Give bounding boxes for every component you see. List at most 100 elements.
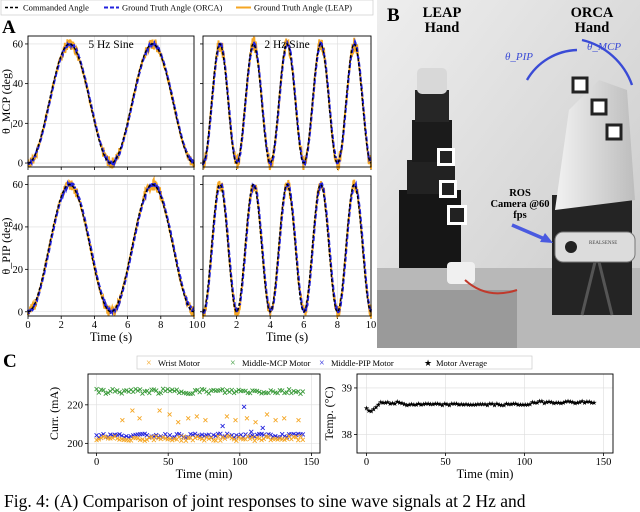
temperature-point: ★ [418, 401, 424, 409]
scatter-point [185, 415, 191, 421]
scatter-point [176, 434, 182, 440]
temperature-point: ★ [506, 401, 512, 409]
temperature-point: ★ [477, 400, 483, 408]
scatter-point [256, 389, 262, 395]
legend-mcp-motor: Middle-MCP Motor [242, 358, 311, 368]
temperature-point: ★ [496, 401, 502, 409]
scatter-point [247, 436, 253, 442]
scatter-point [181, 434, 186, 439]
scatter-point [244, 415, 250, 421]
scatter-point [248, 429, 254, 435]
y-tick-label: 60 [13, 39, 24, 50]
y-axis-label: θ_MCP (deg) [0, 69, 13, 134]
temperature-point: ★ [560, 399, 566, 407]
y-axis-label: θ_PIP (deg) [0, 218, 13, 275]
temperature-point: ★ [408, 401, 414, 409]
temperature-point: ★ [472, 401, 478, 409]
scatter-point [224, 387, 230, 393]
temperature-point: ★ [487, 400, 493, 408]
scatter-point [284, 390, 290, 395]
scatter-point [103, 434, 109, 440]
scatter-point [260, 425, 266, 431]
temperature-point: ★ [543, 398, 549, 406]
legend-mcp-marker: × [230, 358, 236, 369]
y-tick-label: 220 [67, 400, 83, 411]
scatter-point [153, 388, 159, 393]
scatter-point [234, 389, 239, 394]
y-tick-label: 20 [13, 119, 24, 130]
temperature-point: ★ [574, 399, 580, 407]
scatter-point [203, 417, 208, 423]
chart-mcp-5hz: 0 20 40 60 5 Hz Sine θ_MCP (deg) [0, 35, 195, 170]
scatter-point [259, 437, 264, 443]
scatter-point [286, 387, 292, 392]
temperature-point: ★ [380, 399, 386, 407]
chart-title: 2 Hz Sine [264, 39, 309, 51]
scatter-point [199, 436, 205, 442]
temperature-point: ★ [525, 401, 531, 409]
temperature-point: ★ [572, 399, 578, 407]
temperature-point: ★ [434, 400, 440, 408]
temperature-point: ★ [494, 400, 500, 408]
theta-pip-label: θ_PIP [505, 51, 534, 63]
temperature-point: ★ [579, 398, 585, 406]
scatter-point [142, 431, 148, 437]
scatter-point [281, 415, 287, 421]
scatter-point [199, 432, 205, 438]
scatter-point [157, 408, 162, 413]
x-tick-label: 0 [200, 320, 205, 331]
temperature-point: ★ [411, 401, 417, 409]
scatter-point [270, 389, 276, 394]
y-tick-label: 39 [342, 383, 353, 394]
temperature-point: ★ [510, 400, 516, 408]
temperature-point: ★ [529, 399, 535, 407]
temperature-point: ★ [539, 398, 545, 406]
scatter-point [174, 387, 180, 392]
legend-pip-marker: × [319, 358, 325, 369]
series-line-0 [202, 43, 372, 164]
scatter-point [229, 387, 235, 393]
series-line-1 [27, 179, 195, 316]
scatter-point [201, 438, 207, 443]
temperature-point: ★ [581, 399, 587, 407]
x-tick-label: 150 [304, 457, 320, 468]
scatter-point [124, 433, 129, 439]
scatter-point [220, 423, 225, 429]
scatter-point [140, 437, 145, 442]
temperature-point: ★ [413, 401, 419, 409]
temperature-point: ★ [423, 400, 429, 408]
temperature-point: ★ [591, 399, 597, 407]
legend-wrist-motor: Wrist Motor [158, 358, 200, 368]
legend-commanded-angle: Commanded Angle [23, 3, 89, 13]
y-tick-label: 40 [13, 79, 24, 90]
scatter-point [213, 438, 219, 443]
scatter-point [167, 436, 173, 442]
legend-wrist-marker: × [146, 358, 152, 369]
x-axis-label: Time (s) [266, 330, 308, 344]
scatter-point [300, 437, 306, 443]
scatter-point [105, 390, 111, 396]
camera-label: ROS Camera @60 fps [490, 188, 550, 222]
plot-frame [27, 35, 195, 168]
temperature-point: ★ [366, 407, 372, 415]
leap-hand-label: LEAP Hand [422, 5, 462, 37]
theta-mcp-label: θ_MCP [587, 41, 622, 53]
y-tick-label: 38 [342, 430, 353, 441]
y-axis-label: Curr. (mA) [47, 387, 61, 440]
chart-mcp-2hz: 2 Hz Sine [200, 35, 372, 172]
scatter-point [233, 417, 238, 423]
scatter-point [133, 386, 138, 392]
temperature-point: ★ [389, 400, 395, 408]
scatter-point [236, 387, 241, 393]
scatter-point [229, 435, 235, 441]
x-tick-label: 2 [59, 320, 64, 331]
chart-title: 5 Hz Sine [88, 39, 133, 51]
y-tick-label: 40 [13, 222, 24, 233]
scatter-point [253, 419, 258, 425]
scatter-point [158, 390, 164, 396]
scatter-point [296, 417, 301, 423]
temperature-point: ★ [420, 400, 426, 408]
temperature-point: ★ [562, 398, 568, 406]
temperature-point: ★ [458, 401, 464, 409]
scatter-point [224, 414, 230, 419]
